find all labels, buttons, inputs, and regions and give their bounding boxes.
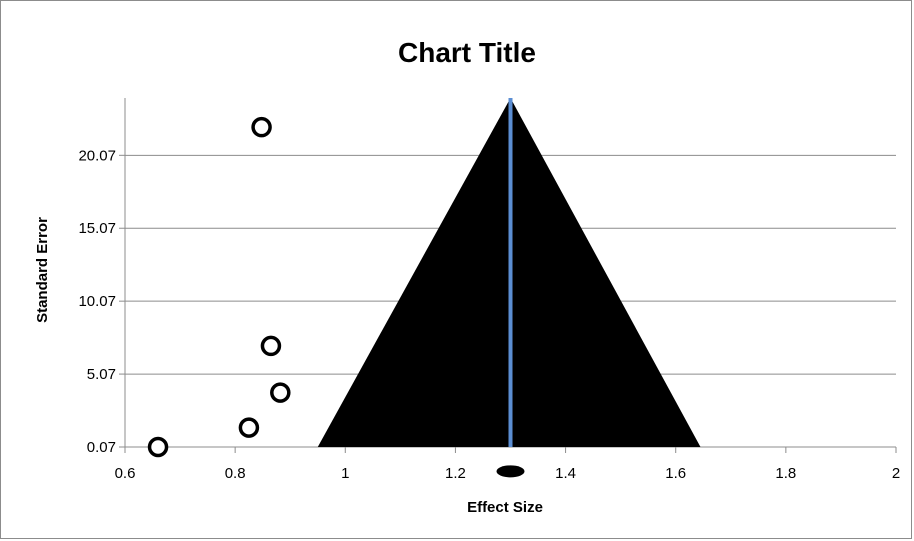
x-tick-label: 1.6 [665,465,686,482]
y-tick-label: 20.07 [78,147,116,164]
x-axis-title: Effect Size [467,499,543,516]
pooled-effect-marker [496,465,525,478]
y-tick-label: 0.07 [87,439,116,456]
y-axis-title: Standard Error [34,217,51,323]
study-point [238,417,260,438]
x-tick-label: 0.8 [225,465,246,482]
study-point [260,335,282,357]
x-tick-label: 1 [341,465,349,482]
y-tick-label: 5.07 [87,366,116,383]
y-tick-label: 10.07 [78,293,116,310]
study-point [251,116,272,138]
study-point [270,382,291,403]
x-tick-label: 0.6 [115,465,136,482]
study-point [147,436,169,458]
x-tick-label: 1.8 [775,465,796,482]
y-tick-label: 15.07 [78,220,116,237]
x-tick-labels: 0.6 0.8 1 1.2 1.4 1.6 1.8 2 [115,465,901,482]
x-tick-label: 1.2 [445,465,466,482]
funnel-layer [317,98,701,478]
x-tick-label: 2 [892,465,900,482]
y-tick-labels: 0.07 5.07 10.07 15.07 20.07 [78,147,116,456]
x-tick-label: 1.4 [555,465,576,482]
chart-title: Chart Title [398,37,536,68]
study-points [147,116,291,458]
